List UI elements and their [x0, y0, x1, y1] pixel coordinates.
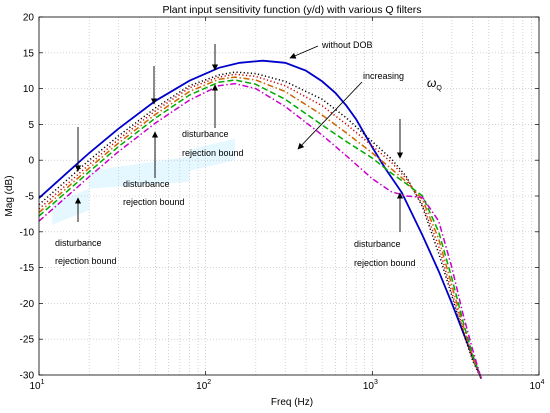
y-tick-label: -30: [20, 371, 35, 382]
y-tick-label: -10: [20, 227, 35, 238]
x-tick-label: 104: [529, 379, 544, 392]
y-tick-label: 20: [23, 13, 35, 24]
x-tick-base: 10: [29, 381, 41, 392]
x-tick-label: 102: [196, 379, 211, 392]
series-line-1: [38, 59, 483, 379]
y-tick-label: 0: [28, 156, 34, 167]
series-line-3: [38, 73, 482, 379]
x-tick-label: 101: [29, 379, 44, 392]
annotation-disturbance-1: disturbance: [55, 238, 102, 248]
y-axis-label: Mag (dB): [4, 175, 15, 216]
bound-region-3: [189, 138, 235, 171]
y-tick-label: -15: [20, 263, 35, 274]
chart-title: Plant input sensitivity function (y/d) w…: [162, 4, 421, 16]
y-tick-label: -5: [25, 192, 34, 203]
annotation-without-dob: without DOB: [321, 40, 373, 50]
y-tick-label: 10: [23, 84, 35, 95]
annotation-rejection-2: rejection bound: [123, 197, 185, 207]
series-line-5: [38, 79, 482, 379]
bound-regions: [52, 138, 235, 225]
arrow-without-dob: [289, 45, 319, 59]
series-group: [38, 59, 483, 379]
omega-symbol: ω: [427, 76, 436, 90]
x-tick-exponent: 4: [541, 379, 545, 386]
x-tick-exponent: 2: [207, 379, 211, 386]
y-tick-label: -25: [20, 335, 35, 346]
series-line-6: [38, 82, 482, 379]
y-ticks: 20 15 10 5 0 -5 -10 -15 -20 -25 -30: [20, 13, 539, 382]
y-tick-label: -20: [20, 299, 35, 310]
bound-region-1: [89, 156, 190, 189]
annotations: without DOB increasing ωQ disturbance re…: [55, 40, 442, 268]
annotation-rejection-1: rejection bound: [55, 256, 117, 266]
x-tick-base: 10: [196, 381, 208, 392]
arrow-increasing: [297, 81, 363, 150]
x-ticks: 101 102 103 104: [29, 17, 545, 392]
x-tick-base: 10: [529, 381, 541, 392]
y-tick-label: 15: [23, 48, 35, 59]
annotation-disturbance-4: disturbance: [354, 239, 401, 249]
series-line-2: [38, 71, 482, 379]
annotation-increasing: increasing: [363, 71, 404, 81]
annotation-omega: ωQ: [427, 76, 442, 92]
x-axis-label: Freq (Hz): [271, 397, 313, 408]
x-tick-exponent: 3: [374, 379, 378, 386]
x-tick-exponent: 1: [41, 379, 45, 386]
grid: [39, 17, 539, 375]
x-tick-label: 103: [363, 379, 378, 392]
omega-subscript: Q: [436, 85, 442, 92]
y-tick-label: 5: [28, 120, 34, 131]
series-line-4: [38, 76, 482, 379]
annotation-disturbance-2: disturbance: [123, 179, 170, 189]
annotation-rejection-3: rejection bound: [182, 148, 244, 158]
annotation-rejection-4: rejection bound: [354, 258, 416, 268]
annotation-disturbance-3: disturbance: [182, 129, 229, 139]
x-tick-base: 10: [363, 381, 375, 392]
